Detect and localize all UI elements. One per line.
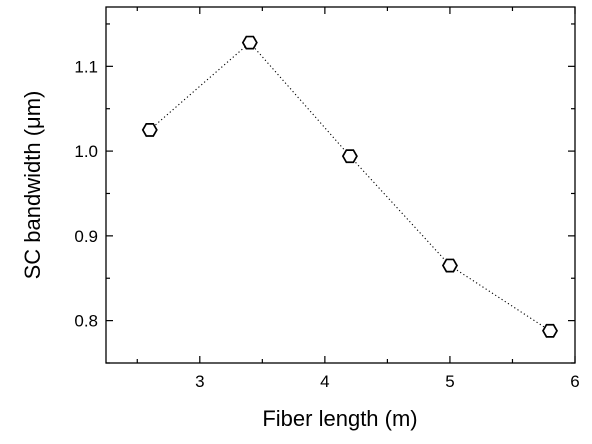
data-point-marker: [241, 35, 258, 50]
y-tick-label: 1.0: [74, 142, 98, 161]
y-tick-label: 0.8: [74, 312, 98, 331]
ticks-layer: [106, 7, 576, 364]
series-line: [149, 41, 551, 332]
series-layer: [141, 35, 558, 338]
x-tick-label: 6: [570, 372, 579, 391]
data-point-marker: [141, 122, 158, 137]
tick-labels-layer: 3 4 5 6 0.8 0.9 1.0 1.1: [74, 57, 579, 391]
x-tick-label: 4: [320, 372, 329, 391]
y-tick-label: 0.9: [74, 227, 98, 246]
plot-frame: [105, 6, 576, 364]
data-point-marker: [441, 258, 458, 273]
x-tick-label: 5: [445, 372, 454, 391]
data-point-marker: [542, 323, 558, 338]
x-tick-label: 3: [195, 372, 204, 391]
y-tick-label: 1.1: [74, 57, 98, 76]
data-point-marker: [341, 149, 358, 164]
x-axis-title: Fiber length (m): [262, 406, 417, 431]
y-axis-title: SC bandwidth (μm): [20, 91, 45, 280]
